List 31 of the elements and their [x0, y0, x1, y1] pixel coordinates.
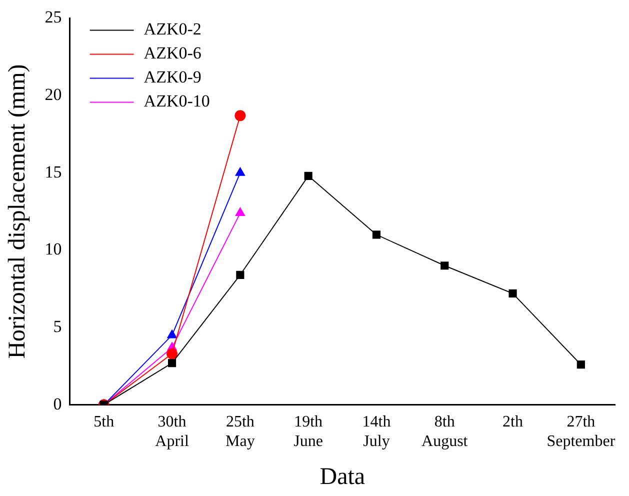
y-tick-label: 10 [44, 240, 62, 259]
point [166, 348, 178, 360]
x-tick-label: 19th June [294, 414, 323, 450]
x-tick-label: 27th September [546, 414, 616, 450]
x-tick-label: 30th April [155, 414, 190, 450]
point [235, 167, 246, 176]
point [304, 172, 312, 180]
y-tick-label: 20 [44, 84, 62, 104]
x-axis-title: Data [320, 464, 366, 490]
point [168, 359, 176, 368]
x-tick-label: 25th May [226, 414, 255, 450]
x-tick-label: 5th [94, 414, 114, 431]
point [576, 360, 585, 369]
point [236, 270, 244, 279]
point [372, 230, 381, 239]
y-axis-title: Horizontal displacement (mm) [4, 64, 31, 359]
legend-label: AZK0-6 [144, 44, 202, 63]
x-tick-label: 14th July [362, 414, 391, 450]
y-tick-label: 5 [53, 316, 62, 336]
x-tick-label: 8th August [422, 414, 468, 450]
point [234, 110, 246, 122]
y-tick-label: 15 [44, 162, 62, 182]
legend-label: AZK0-9 [144, 68, 202, 87]
point [440, 262, 449, 270]
legend-label: AZK0-10 [144, 92, 210, 111]
y-tick-label: 25 [44, 8, 62, 27]
point [508, 289, 517, 298]
legend-label: AZK0-2 [144, 20, 202, 39]
y-tick-label: 0 [53, 394, 62, 414]
x-tick-label: 2th [502, 414, 523, 431]
point [167, 330, 177, 338]
